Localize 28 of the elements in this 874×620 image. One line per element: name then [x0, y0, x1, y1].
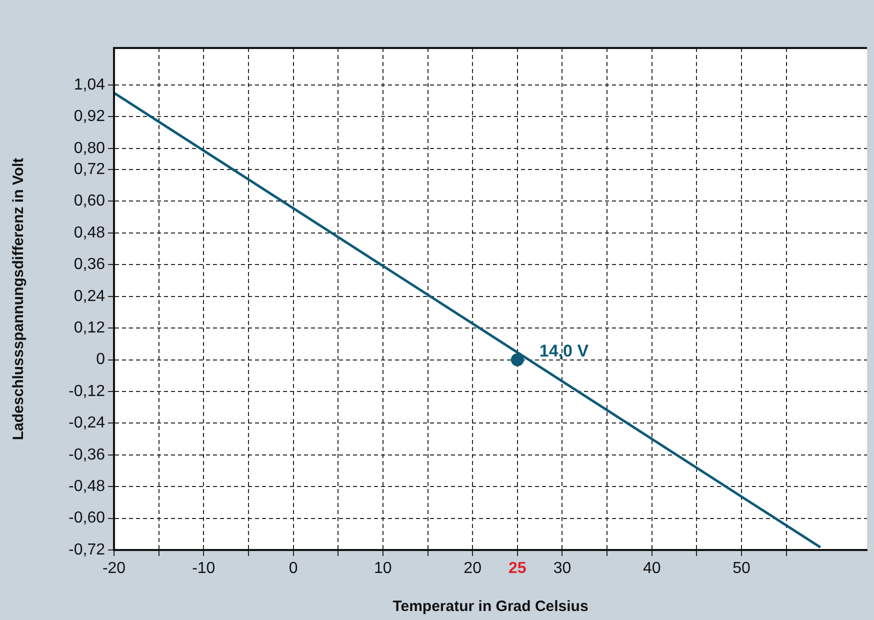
y-axis-title: Ladeschlussspannungsdifferenz in Volt	[10, 158, 28, 440]
x-tick-label: 25	[508, 560, 526, 578]
y-tick-label: 0,36	[74, 256, 106, 274]
x-tick-label: -10	[192, 560, 216, 578]
x-tick-label: 20	[464, 560, 482, 578]
y-tick-label: -0,12	[68, 382, 106, 400]
y-tick-label: -0,60	[68, 510, 106, 527]
y-tick-label: 0,80	[74, 140, 106, 157]
y-tick-label: 0,60	[74, 192, 106, 210]
y-tick-label: -0,24	[68, 414, 106, 432]
y-tick-label: -0,36	[68, 446, 106, 464]
x-tick-label: 40	[642, 560, 661, 578]
y-tick-label: -0,72	[68, 541, 106, 558]
x-axis-title: Temperatur in Grad Celsius	[392, 598, 588, 616]
y-tick-label: 0,48	[74, 224, 106, 242]
x-tick-label: -20	[102, 560, 126, 578]
x-tick-label: 50	[732, 560, 750, 578]
x-tick-label: 30	[553, 560, 572, 578]
y-tick-label: -0,48	[68, 478, 106, 495]
y-tick-label: 0,92	[74, 108, 106, 126]
y-tick-label: 0,12	[74, 319, 106, 336]
x-tick-label: 10	[374, 560, 392, 578]
annotation: 14,0 V	[539, 341, 590, 360]
y-tick-label: 0,72	[74, 160, 106, 178]
y-tick-label: 0,24	[74, 288, 106, 305]
y-tick-label: 0	[96, 351, 106, 368]
x-tick-label: 0	[288, 560, 298, 578]
y-tick-label: 1,04	[74, 76, 106, 94]
